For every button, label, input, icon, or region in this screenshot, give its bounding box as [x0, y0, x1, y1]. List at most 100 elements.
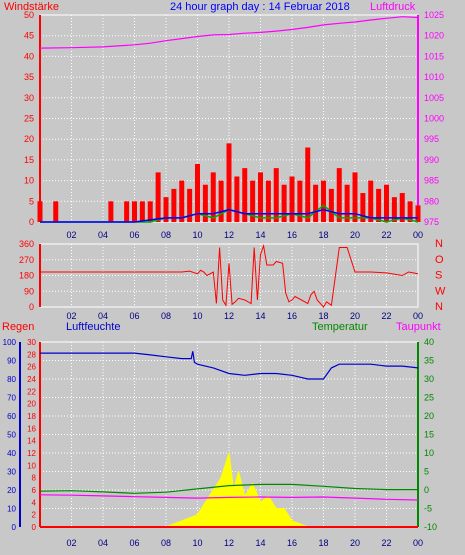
chart-title: 24 hour graph day : 14 Februar 2018	[170, 1, 350, 13]
x-tick-label: 10	[192, 538, 202, 548]
x-tick-label: 00	[413, 311, 423, 321]
y-tick-label: 0	[29, 302, 34, 312]
y-tick-label: 5	[29, 196, 34, 206]
x-tick-label: 22	[381, 538, 391, 548]
y-tick-label: 50	[7, 431, 16, 440]
y-tick-label: 1025	[424, 10, 444, 20]
compass-label: W	[435, 285, 446, 297]
y-tick-label: 995	[424, 134, 439, 144]
x-tick-label: 12	[224, 538, 234, 548]
x-tick-label: 00	[413, 230, 423, 240]
mean-wind-line	[40, 208, 418, 223]
x-tick-label: 20	[350, 538, 360, 548]
y-tick-label: 985	[424, 176, 439, 186]
y-tick-label: -5	[424, 504, 432, 514]
wind-axis-label: Windstärke	[4, 1, 59, 13]
y-tick-label: 8	[32, 474, 37, 483]
y-tick-label: 1015	[424, 51, 444, 61]
humidity-line	[40, 351, 419, 380]
temperature-axis-label: Temperatur	[312, 321, 368, 333]
y-tick-label: 24	[27, 375, 36, 384]
y-tick-label: 90	[7, 357, 16, 366]
wind-pressure-panel: 0510152025303540455097598098599099510001…	[24, 10, 444, 240]
y-tick-label: 1010	[424, 72, 444, 82]
y-tick-label: 60	[7, 412, 16, 421]
y-tick-label: 5	[424, 467, 429, 477]
y-tick-label: 50	[24, 10, 34, 20]
pressure-line	[39, 16, 419, 49]
y-tick-label: 100	[3, 338, 17, 347]
rain-axis-label: Regen	[2, 321, 34, 333]
x-tick-label: 14	[255, 230, 265, 240]
x-tick-label: 02	[66, 230, 76, 240]
y-tick-label: 40	[424, 337, 434, 347]
y-tick-label: -10	[424, 522, 437, 532]
y-tick-label: 35	[424, 356, 434, 366]
dewpoint-line	[39, 494, 419, 501]
x-tick-label: 08	[161, 538, 171, 548]
y-tick-label: 0	[32, 523, 37, 532]
x-tick-label: 14	[255, 538, 265, 548]
x-tick-label: 12	[224, 311, 234, 321]
x-tick-label: 22	[381, 230, 391, 240]
y-tick-label: 980	[424, 196, 439, 206]
x-tick-label: 18	[318, 230, 328, 240]
x-tick-label: 02	[66, 311, 76, 321]
x-tick-label: 06	[129, 538, 139, 548]
y-tick-label: 1005	[424, 93, 444, 103]
y-tick-label: 22	[27, 387, 36, 396]
x-tick-label: 18	[318, 311, 328, 321]
x-tick-label: 04	[98, 230, 108, 240]
y-tick-label: 20	[24, 134, 34, 144]
y-tick-label: 180	[19, 271, 34, 281]
y-tick-label: 15	[424, 430, 434, 440]
y-tick-label: 1000	[424, 114, 444, 124]
humidity-temperature-panel: 0102030405060708090100024681012141618202…	[3, 337, 437, 548]
y-tick-label: 10	[7, 505, 16, 514]
y-tick-label: 10	[424, 448, 434, 458]
y-tick-label: 0	[424, 485, 429, 495]
compass-label: N	[435, 301, 443, 313]
x-tick-label: 06	[129, 311, 139, 321]
gust-line	[40, 204, 419, 223]
compass-label: N	[435, 238, 443, 250]
y-tick-label: 26	[27, 363, 36, 372]
x-tick-label: 10	[192, 311, 202, 321]
y-tick-label: 1020	[424, 31, 444, 41]
y-tick-label: 20	[27, 400, 36, 409]
y-tick-label: 40	[24, 51, 34, 61]
y-tick-label: 360	[19, 239, 34, 249]
compass-label: S	[435, 270, 442, 282]
y-tick-label: 15	[24, 155, 34, 165]
y-tick-label: 990	[424, 155, 439, 165]
x-tick-label: 20	[350, 230, 360, 240]
x-tick-label: 16	[287, 538, 297, 548]
y-tick-label: 975	[424, 217, 439, 227]
y-tick-label: 30	[27, 338, 36, 347]
y-tick-label: 20	[7, 486, 16, 495]
y-tick-label: 14	[27, 437, 36, 446]
y-tick-label: 70	[7, 394, 16, 403]
y-tick-label: 10	[24, 176, 34, 186]
direction-line	[40, 243, 419, 308]
y-tick-label: 80	[7, 375, 16, 384]
y-tick-label: 18	[27, 412, 36, 421]
y-tick-label: 28	[27, 350, 36, 359]
compass-label: O	[435, 254, 444, 266]
x-tick-label: 22	[381, 311, 391, 321]
y-tick-label: 270	[19, 255, 34, 265]
x-tick-label: 14	[255, 311, 265, 321]
y-tick-label: 0	[29, 217, 34, 227]
y-tick-label: 0	[12, 523, 17, 532]
y-tick-label: 30	[24, 93, 34, 103]
x-tick-label: 16	[287, 311, 297, 321]
x-tick-label: 02	[66, 538, 76, 548]
y-tick-label: 2	[32, 511, 37, 520]
y-tick-label: 90	[24, 286, 34, 296]
x-tick-label: 16	[287, 230, 297, 240]
x-tick-label: 08	[161, 311, 171, 321]
y-tick-label: 25	[424, 393, 434, 403]
